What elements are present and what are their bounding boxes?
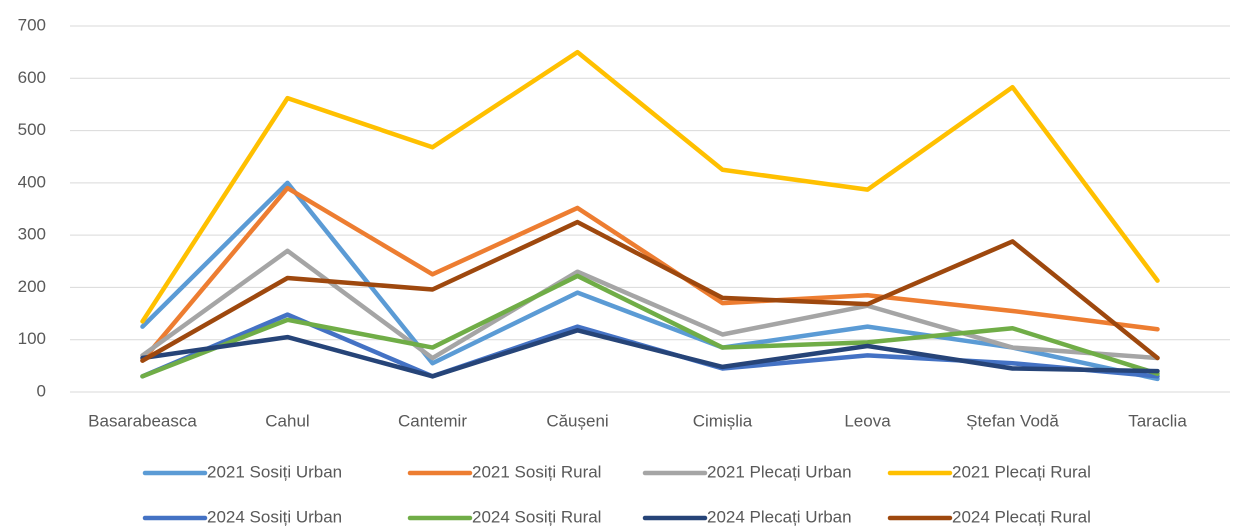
series-line [140, 219, 1160, 363]
legend-label: 2024 Sosiți Urban [207, 507, 342, 526]
legend-label: 2021 Plecați Urban [707, 462, 852, 481]
y-tick-label: 300 [18, 225, 46, 244]
legend-label: 2021 Plecați Rural [952, 462, 1091, 481]
x-tick-label: Căușeni [546, 411, 608, 430]
y-tick-label: 700 [18, 15, 46, 34]
series-line [140, 49, 1160, 324]
y-tick-label: 0 [37, 381, 46, 400]
legend-label: 2024 Sosiți Rural [472, 507, 601, 526]
legend-label: 2024 Plecați Rural [952, 507, 1091, 526]
x-tick-label: Basarabeasca [88, 411, 197, 430]
x-tick-label: Cahul [265, 411, 309, 430]
y-tick-label: 100 [18, 329, 46, 348]
y-tick-label: 400 [18, 172, 46, 191]
y-tick-label: 600 [18, 68, 46, 87]
x-tick-label: Taraclia [1128, 411, 1187, 430]
series-line [140, 328, 1160, 379]
series-line [140, 180, 1160, 382]
x-tick-label: Cantemir [398, 411, 467, 430]
series-line [140, 185, 1160, 363]
x-tick-label: Cimișlia [693, 411, 753, 430]
y-tick-label: 500 [18, 120, 46, 139]
series-line [140, 273, 1160, 379]
y-tick-label: 200 [18, 277, 46, 296]
x-tick-label: Ștefan Vodă [966, 411, 1059, 430]
series-line [140, 248, 1160, 361]
legend-label: 2024 Plecați Urban [707, 507, 852, 526]
legend-label: 2021 Sosiți Rural [472, 462, 601, 481]
legend-label: 2021 Sosiți Urban [207, 462, 342, 481]
x-tick-label: Leova [844, 411, 891, 430]
